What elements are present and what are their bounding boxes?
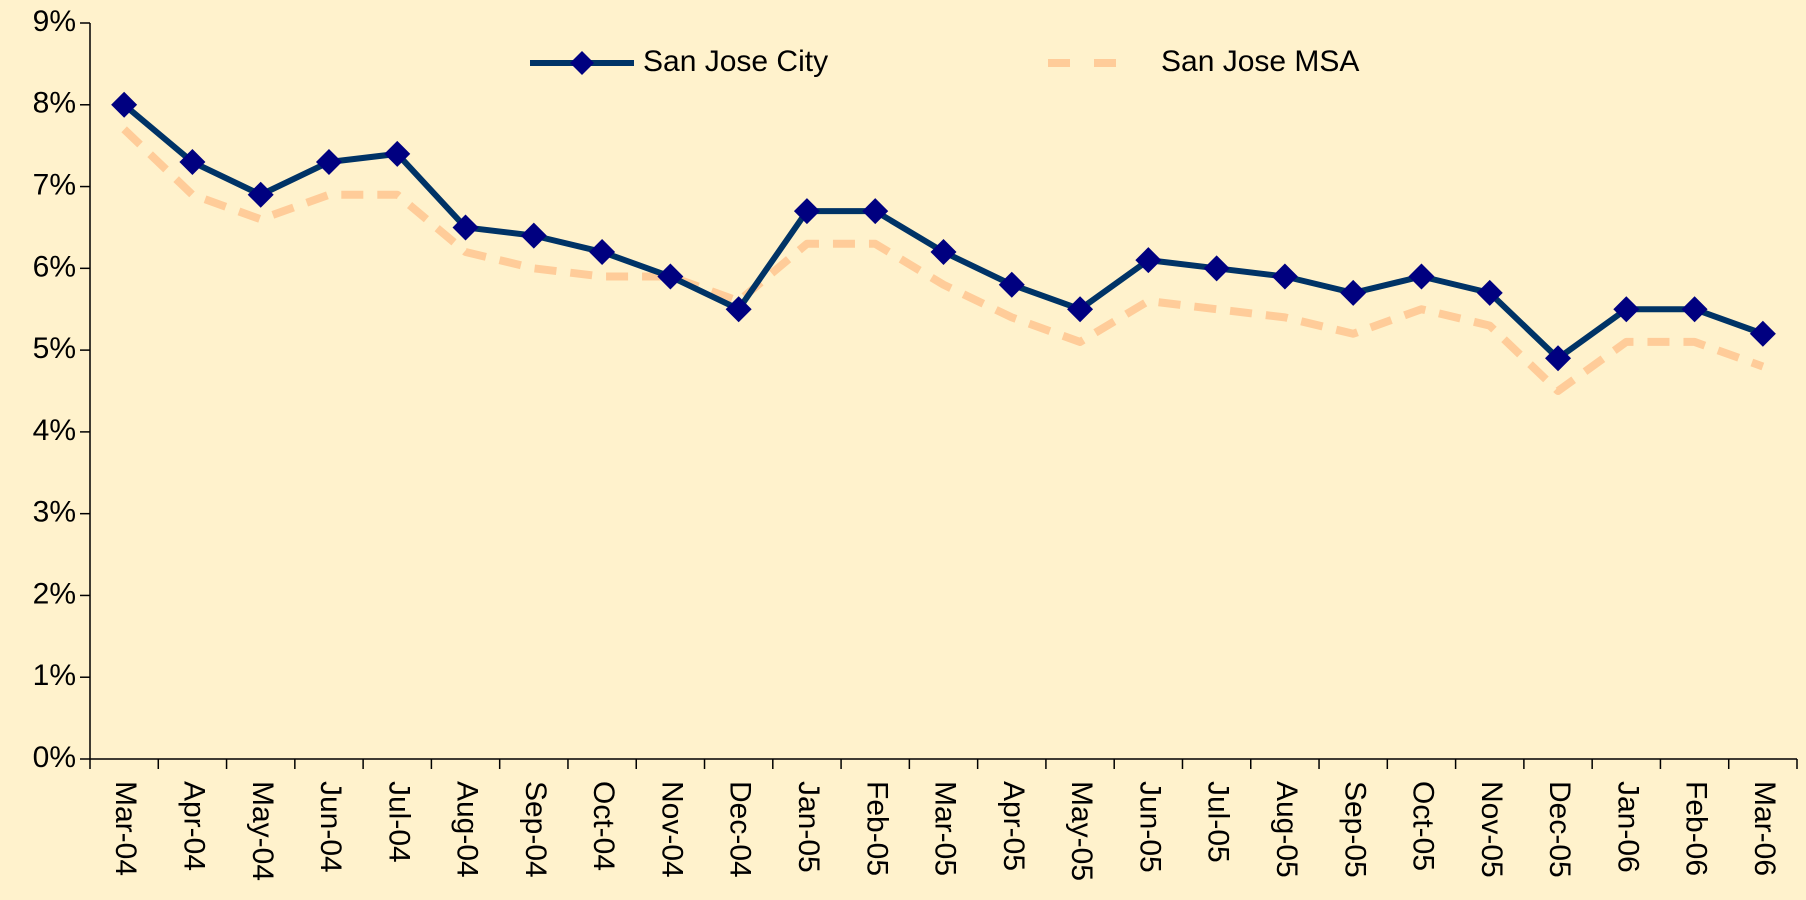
x-tick-label: Mar-06 (1748, 781, 1781, 876)
marker (1067, 296, 1094, 323)
marker (930, 238, 957, 265)
x-tick-label: Dec-04 (724, 781, 757, 878)
marker (452, 214, 479, 241)
series-line (121, 126, 1765, 395)
x-tick-label: Aug-05 (1270, 781, 1303, 878)
y-tick-label: 4% (33, 414, 76, 447)
marker (111, 91, 138, 118)
marker (1340, 279, 1367, 306)
x-tick-label: Sep-04 (519, 781, 552, 878)
marker (862, 198, 889, 225)
y-tick-label: 6% (33, 250, 76, 283)
y-tick-label: 8% (33, 87, 76, 120)
marker (1476, 279, 1503, 306)
marker (520, 222, 547, 249)
y-tick-label: 7% (33, 168, 76, 201)
marker (1545, 345, 1572, 372)
x-tick-label: May-05 (1065, 781, 1098, 881)
marker (1135, 247, 1162, 274)
x-tick-label: Jan-05 (792, 781, 825, 873)
y-tick-label: 5% (33, 332, 76, 365)
marker (1749, 320, 1776, 347)
x-tick-label: Nov-05 (1475, 781, 1508, 878)
y-tick-label: 0% (33, 741, 76, 774)
x-tick-label: Sep-05 (1338, 781, 1371, 878)
y-tick-label: 9% (33, 5, 76, 38)
x-tick-label: Jun-04 (314, 781, 347, 873)
x-tick-label: Apr-04 (177, 781, 210, 871)
x-tick-label: Apr-05 (997, 781, 1030, 871)
marker (315, 149, 342, 176)
x-tick-label: Mar-05 (929, 781, 962, 876)
marker (1271, 263, 1298, 290)
marker (725, 296, 752, 323)
marker (589, 238, 616, 265)
y-tick-label: 1% (33, 659, 76, 692)
x-tick-label: Jan-06 (1611, 781, 1644, 873)
x-tick-label: Feb-05 (860, 781, 893, 876)
marker (1203, 255, 1230, 282)
marker (1681, 296, 1708, 323)
y-tick-label: 3% (33, 496, 76, 529)
x-tick-label: Mar-04 (109, 781, 142, 876)
marker (384, 140, 411, 167)
x-tick-label: Jul-05 (1202, 781, 1235, 863)
x-tick-label: Feb-06 (1680, 781, 1713, 876)
marker (247, 181, 274, 208)
x-tick-label: Aug-04 (451, 781, 484, 878)
x-tick-label: Jun-05 (1133, 781, 1166, 873)
y-tick-label: 2% (33, 577, 76, 610)
x-tick-label: Jul-04 (382, 781, 415, 863)
marker (793, 198, 820, 225)
marker (657, 263, 684, 290)
legend-label: San Jose MSA (1161, 45, 1359, 78)
marker (179, 149, 206, 176)
x-tick-label: Nov-04 (655, 781, 688, 878)
x-tick-label: Oct-04 (587, 781, 620, 871)
marker (1613, 296, 1640, 323)
x-tick-label: Dec-05 (1543, 781, 1576, 878)
x-tick-label: May-04 (246, 781, 279, 881)
marker (1408, 263, 1435, 290)
marker (998, 271, 1025, 298)
legend-marker (570, 51, 594, 75)
legend-label: San Jose City (643, 45, 828, 78)
x-tick-label: Oct-05 (1407, 781, 1440, 871)
